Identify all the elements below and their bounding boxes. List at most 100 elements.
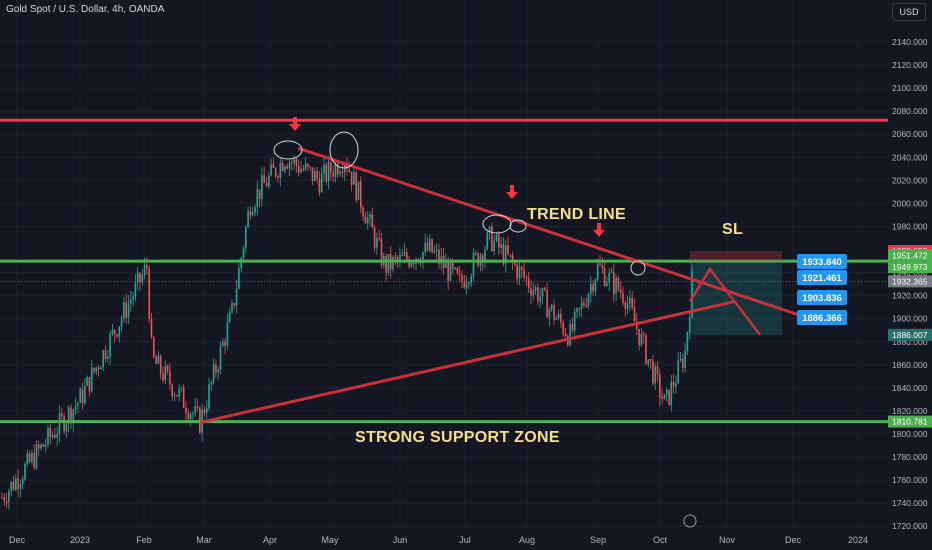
candle-body [49,428,52,437]
time-tick-label: Feb [136,535,152,545]
highlight-ellipse [482,214,512,234]
candle-body [74,406,77,410]
candle-body [617,277,620,290]
candle-body [210,381,213,385]
candle-body [357,181,360,201]
candle-body [672,381,675,387]
candle-body [141,274,144,283]
candle-body [626,303,629,309]
currency-button[interactable]: USD [892,3,926,21]
time-tick-label: Nov [719,535,736,545]
price-axis: 1720.000 1740.000 1760.000 1780.000 1800.000… [888,0,932,550]
candle-body [79,388,81,403]
candle-body [314,171,316,181]
candle-body [661,397,663,400]
candle-body [576,308,578,312]
candle-body [279,162,282,178]
candle-body [116,334,118,337]
down-arrow-icon [593,223,605,237]
price-tick-label: 2000.000 [892,198,928,208]
target-label-box [797,270,847,285]
target-label-text: 1933.840 [802,257,842,268]
candle-body [325,164,328,182]
price-tick-label: 1720.000 [892,521,928,531]
candle-body [155,356,157,364]
candle-body [578,308,581,310]
candle-body [178,388,180,397]
candle-body [249,210,252,216]
candle-body [429,239,431,251]
candle-body [304,163,307,170]
candle-body [143,265,146,275]
candle-body [557,313,560,318]
target-label-box [797,310,847,325]
time-axis: Dec 2023 Feb Mar Apr May Jun Jul Aug Sep Oct Nov Dec… [0,530,888,550]
candle-body [544,288,546,291]
candle-body [615,277,617,294]
candle-body [95,367,98,372]
candle-body [514,262,516,265]
candle-body [378,238,380,240]
trend-drawings: 1933.840 1921.461 1903.836 1886.366 [199,117,847,528]
candle-body [231,303,233,312]
candle-body [638,328,640,346]
candle-body [640,333,643,346]
candle-body [422,251,424,264]
candle-body [173,395,176,397]
candle-body [498,234,500,248]
candle-body [431,239,433,253]
candle-body [684,351,686,368]
candle-body [670,381,673,405]
candle-body [668,389,670,405]
candle-body [348,169,351,172]
candle-body [631,298,633,308]
candle-body [3,497,6,502]
price-label-text: 1932.365 [892,276,928,286]
candle-body [504,245,507,264]
candle-body [54,435,56,438]
candle-body [477,253,479,266]
candle-body [686,332,689,352]
candle-body [481,255,484,262]
candle-body [642,333,645,336]
candle-body [583,302,585,306]
candle-body [113,329,116,335]
trend-line-label: TREND LINE [527,206,626,223]
candle-body [277,175,279,178]
candle-body [187,413,190,419]
stop-loss-zone [690,251,782,262]
candle-body [645,335,647,365]
candle-body [258,189,261,200]
candle-body [406,252,408,260]
candle-body [127,303,130,318]
time-tick-label: Sep [590,535,606,545]
candle-body [601,265,604,269]
candle-body [51,435,54,437]
candle-body [346,163,348,170]
candle-body [376,238,378,248]
candle-body [647,359,650,365]
highlight-ellipse [509,219,527,233]
candle-body [97,367,100,370]
time-tick-label: Aug [519,535,535,545]
candle-body [261,175,263,200]
candle-body [309,166,311,168]
time-axis-bg [0,530,888,550]
price-tick-label: 1880.000 [892,337,928,347]
candle-body [224,341,226,346]
candle-body [176,395,178,397]
candle-body [90,367,93,392]
price-tick-label: 2080.000 [892,106,928,116]
candle-body [369,214,371,218]
candle-body [10,481,12,492]
candle-body [166,366,169,372]
candle-body [323,164,325,174]
candle-body [337,163,339,175]
price-tick-label: 1820.000 [892,406,928,416]
candle-body [70,407,72,424]
price-label-text: 1949.973 [892,262,928,272]
target-label-text: 1921.461 [802,273,842,284]
candle-body [573,311,576,331]
candle-body [560,313,562,323]
